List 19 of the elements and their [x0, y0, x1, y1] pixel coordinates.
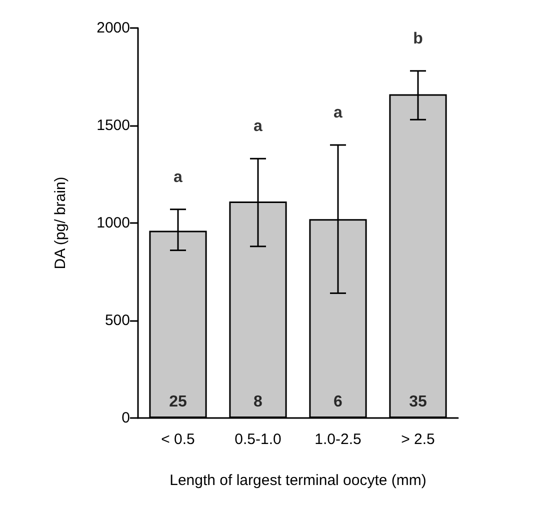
- annotation: 8: [254, 394, 263, 410]
- y-tick-label: 2000: [96, 20, 130, 36]
- annotation: a: [174, 168, 183, 186]
- x-tick-label: < 0.5: [161, 431, 195, 448]
- annotation: a: [254, 118, 263, 136]
- y-tick-label: 1500: [96, 117, 130, 134]
- x-tick-label: 1.0-2.5: [314, 431, 362, 448]
- annotation: b: [413, 30, 424, 48]
- x-axis-title: Length of largest terminal oocyte (mm): [170, 472, 426, 489]
- annotation: 25: [169, 394, 187, 410]
- annotation: a: [334, 104, 343, 122]
- y-tick-label: 500: [104, 312, 130, 329]
- annotation: 6: [334, 394, 343, 410]
- y-axis-title: DA (pg/ brain): [52, 176, 69, 270]
- x-tick-label: > 2.5: [401, 431, 435, 448]
- x-tick-label: 0.5-1.0: [234, 431, 282, 448]
- annotation: 35: [409, 394, 427, 410]
- y-tick-label: 1000: [96, 214, 130, 232]
- y-tick-label: 0: [122, 410, 130, 426]
